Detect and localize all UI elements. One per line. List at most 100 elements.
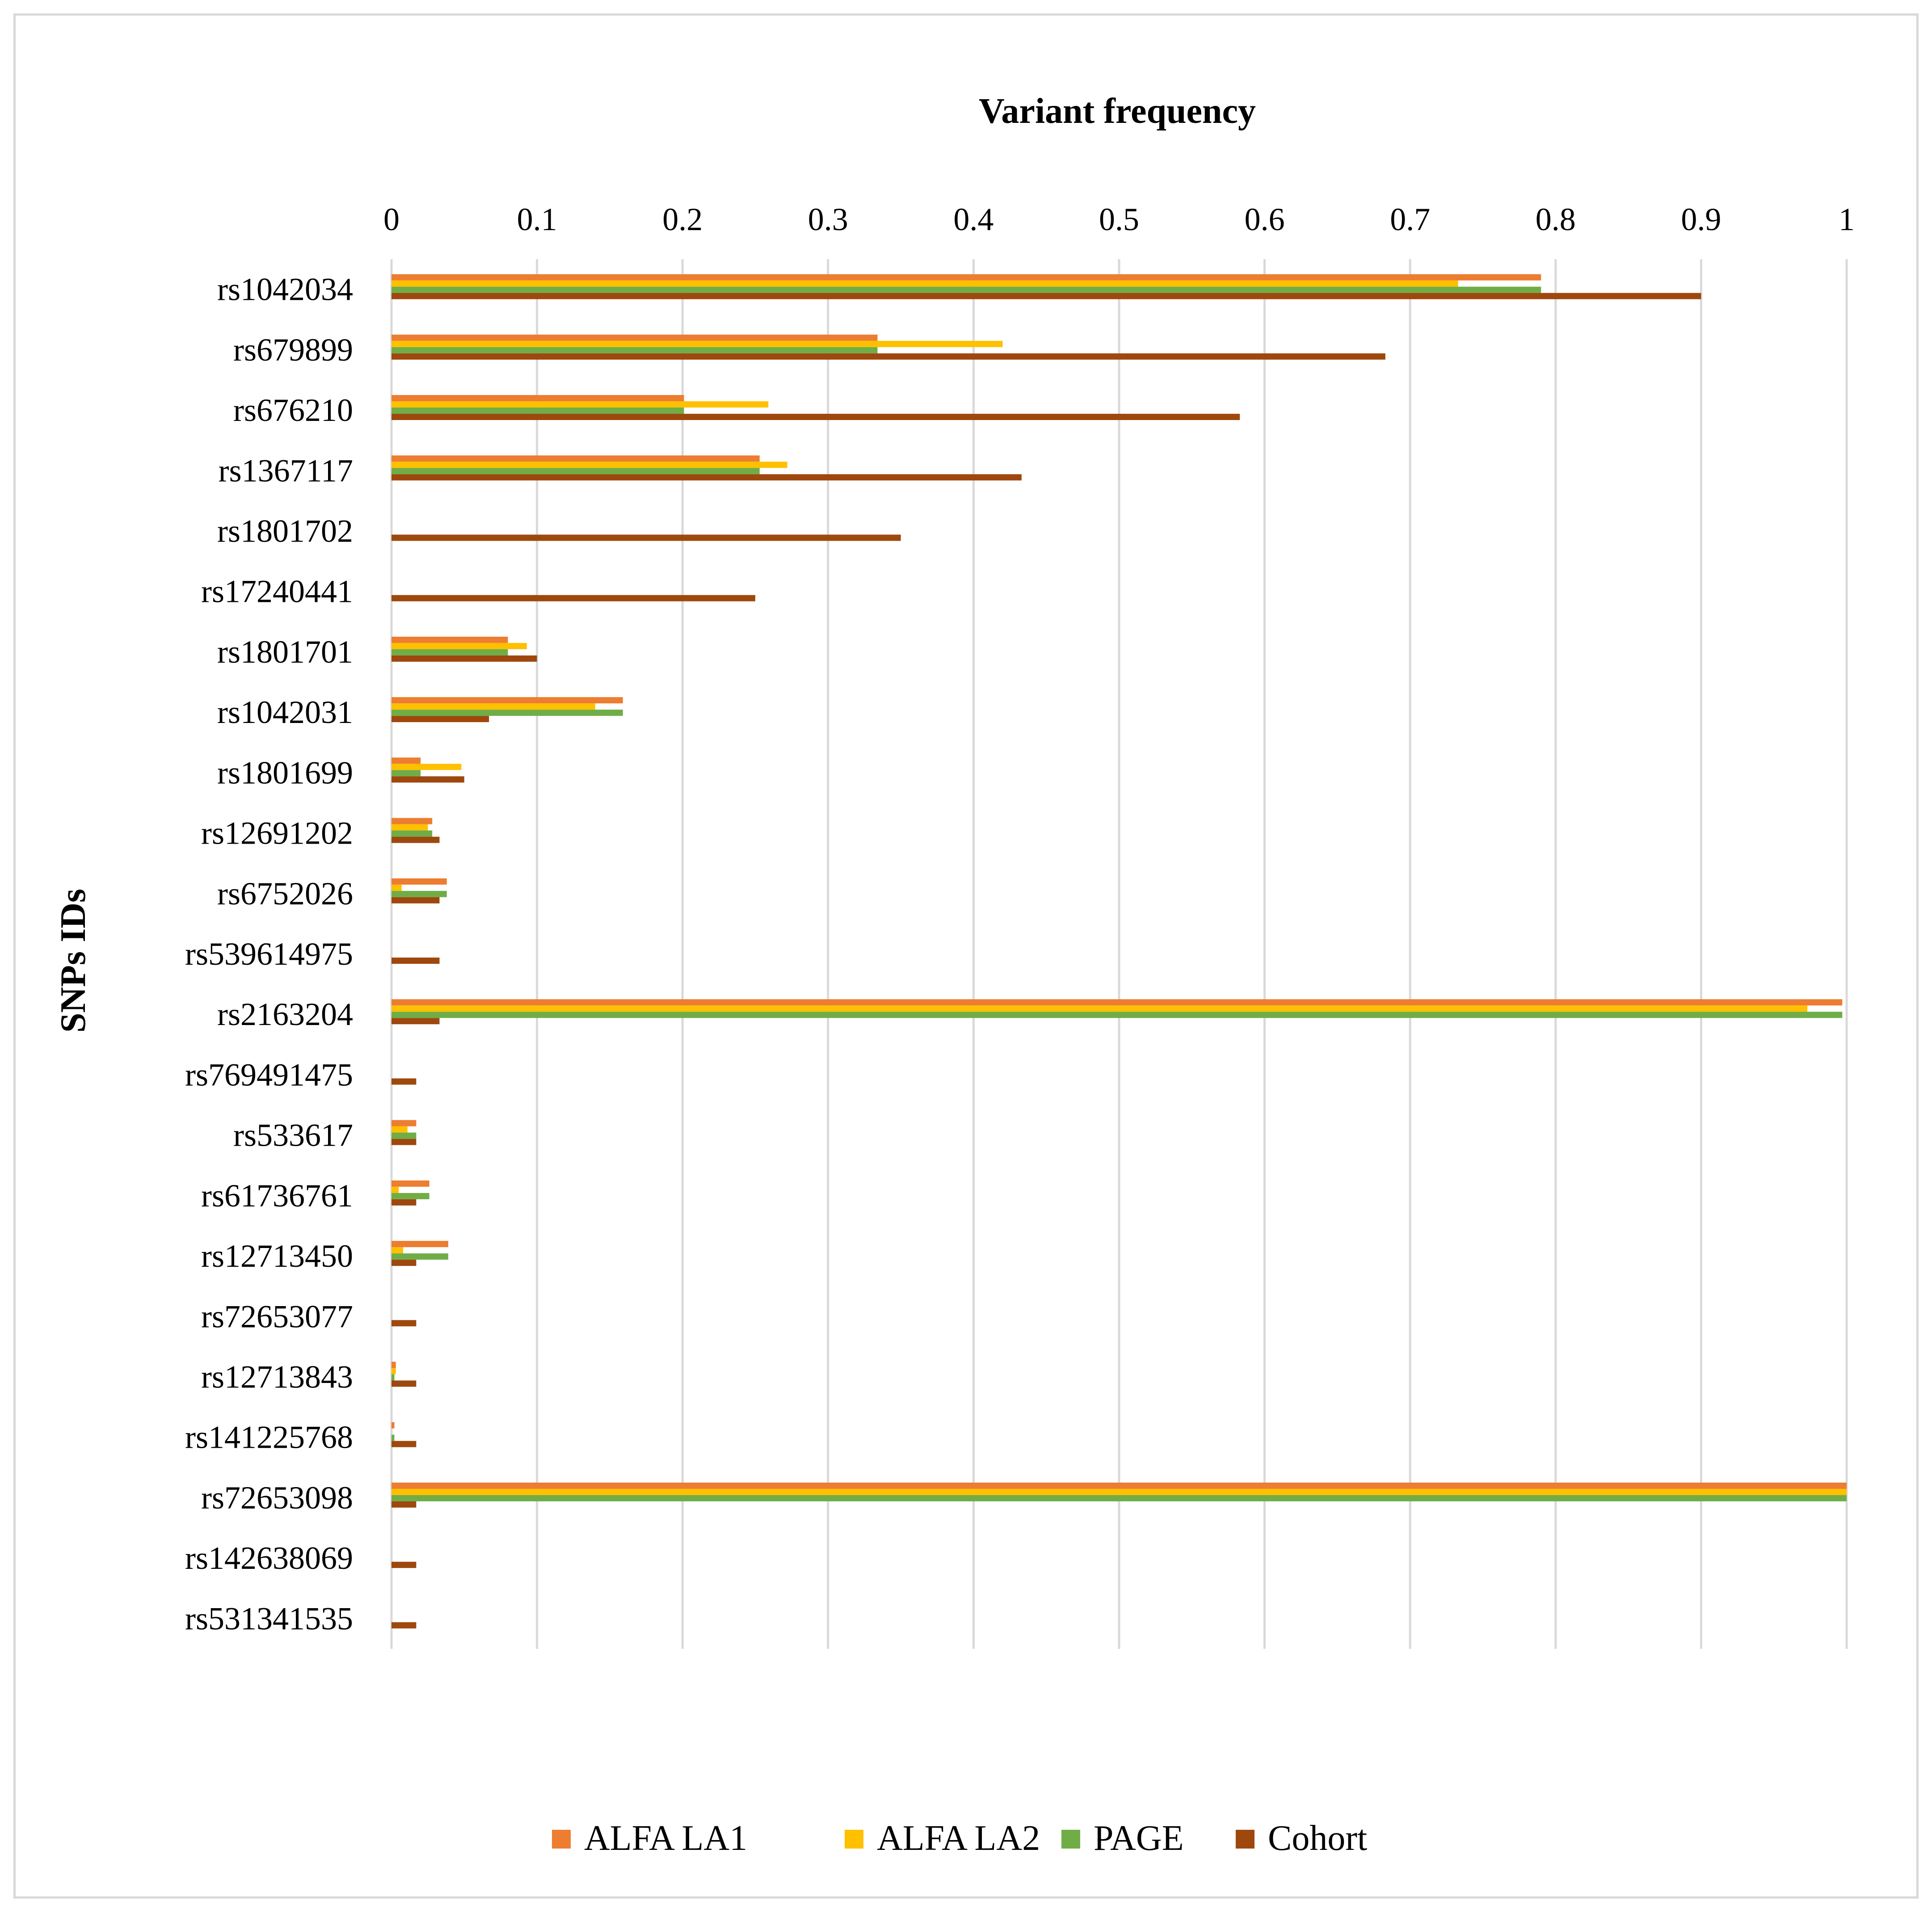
bar xyxy=(391,716,489,723)
bars xyxy=(391,274,1847,1629)
legend-label: PAGE xyxy=(1094,1819,1184,1858)
bar xyxy=(391,649,508,656)
category-label: rs539614975 xyxy=(185,936,353,972)
bar xyxy=(391,455,760,462)
bar xyxy=(391,1012,1843,1018)
bar xyxy=(391,414,1240,420)
category-label: rs676210 xyxy=(233,392,353,428)
bar xyxy=(391,824,428,831)
bar xyxy=(391,1132,417,1139)
legend-label: ALFA LA2 xyxy=(877,1819,1040,1858)
category-label: rs1042031 xyxy=(217,694,353,730)
bar xyxy=(391,958,440,964)
category-label: rs1801702 xyxy=(217,513,353,549)
bar xyxy=(391,1005,1808,1012)
bar xyxy=(391,703,595,710)
category-label: rs142638069 xyxy=(185,1540,353,1576)
bar xyxy=(391,643,527,649)
category-label: rs533617 xyxy=(233,1118,353,1153)
category-label: rs72653098 xyxy=(201,1480,353,1516)
bar xyxy=(391,1126,408,1133)
bar xyxy=(391,697,623,704)
category-label: rs1801699 xyxy=(217,755,353,790)
category-label: rs12713450 xyxy=(201,1238,353,1274)
bar xyxy=(391,1362,396,1368)
bar xyxy=(391,830,433,837)
x-tick-label: 0.8 xyxy=(1536,202,1576,237)
bar xyxy=(391,401,769,408)
bar xyxy=(391,764,462,770)
bar xyxy=(391,340,1003,347)
bar xyxy=(391,1562,417,1568)
bar xyxy=(391,468,760,475)
bar xyxy=(391,1622,417,1629)
x-tick-label: 0.4 xyxy=(953,202,993,237)
bar xyxy=(391,891,447,897)
bar xyxy=(391,770,421,777)
x-axis-title: Variant frequency xyxy=(979,92,1256,131)
bar xyxy=(391,462,787,468)
x-tick-label: 1 xyxy=(1839,202,1855,237)
bar xyxy=(391,1260,417,1266)
bar xyxy=(391,595,755,601)
bar xyxy=(391,636,508,643)
bar xyxy=(391,1380,417,1387)
bar xyxy=(391,1434,395,1441)
bar xyxy=(391,1368,396,1374)
bar xyxy=(391,353,1385,360)
bar xyxy=(391,347,878,353)
bar xyxy=(391,897,440,903)
category-label: rs1042034 xyxy=(217,272,353,307)
y-axis-categories: rs1042034 rs679899 rs676210 rs1367117 rs1801… xyxy=(185,272,353,1637)
legend-swatch xyxy=(552,1830,571,1849)
bar xyxy=(391,878,447,885)
legend-label: Cohort xyxy=(1268,1819,1367,1858)
x-tick-label: 0.7 xyxy=(1390,202,1430,237)
bar xyxy=(391,1018,440,1025)
bar xyxy=(391,1180,429,1187)
bar xyxy=(391,1482,1847,1489)
bar xyxy=(391,884,402,891)
bar xyxy=(391,836,440,843)
bar xyxy=(391,1253,448,1260)
bar xyxy=(391,334,878,341)
category-label: rs2163204 xyxy=(217,996,353,1032)
bar xyxy=(391,1374,395,1381)
bar xyxy=(391,1193,429,1199)
bar xyxy=(391,280,1458,287)
bar xyxy=(391,776,464,783)
category-label: rs6752026 xyxy=(217,876,353,912)
x-tick-label: 0.2 xyxy=(662,202,703,237)
category-label: rs1801701 xyxy=(217,634,353,670)
bar xyxy=(391,274,1541,281)
category-label: rs12713843 xyxy=(201,1359,353,1395)
bar xyxy=(391,1139,417,1145)
legend: ALFA LA1 ALFA LA2 PAGE Cohort xyxy=(552,1819,1367,1858)
category-label: rs1367117 xyxy=(219,453,353,488)
bar xyxy=(391,286,1541,293)
bar xyxy=(391,1247,404,1254)
chart-frame xyxy=(13,13,1919,1899)
category-label: rs531341535 xyxy=(185,1601,353,1636)
bar xyxy=(391,1320,417,1327)
bar xyxy=(391,999,1843,1006)
bar xyxy=(391,395,684,402)
category-label: rs12691202 xyxy=(201,815,353,851)
gridlines xyxy=(390,259,1848,1649)
y-axis-title: SNPs IDs xyxy=(54,889,93,1033)
x-tick-label: 0.9 xyxy=(1681,202,1721,237)
bar xyxy=(391,1078,417,1085)
x-tick-label: 0.1 xyxy=(517,202,557,237)
legend-swatch xyxy=(845,1830,863,1849)
category-label: rs141225768 xyxy=(185,1420,353,1455)
x-axis-ticks: 0 0.1 0.2 0.3 0.4 0.5 0.6 0.7 0.8 0.9 1 xyxy=(383,202,1855,237)
bar xyxy=(391,757,421,764)
category-label: rs769491475 xyxy=(185,1057,353,1093)
bar xyxy=(391,293,1701,299)
category-label: rs72653077 xyxy=(201,1298,353,1334)
legend-label: ALFA LA1 xyxy=(584,1819,747,1858)
bar xyxy=(391,1441,417,1447)
bar xyxy=(391,1186,399,1193)
bar xyxy=(391,818,433,824)
